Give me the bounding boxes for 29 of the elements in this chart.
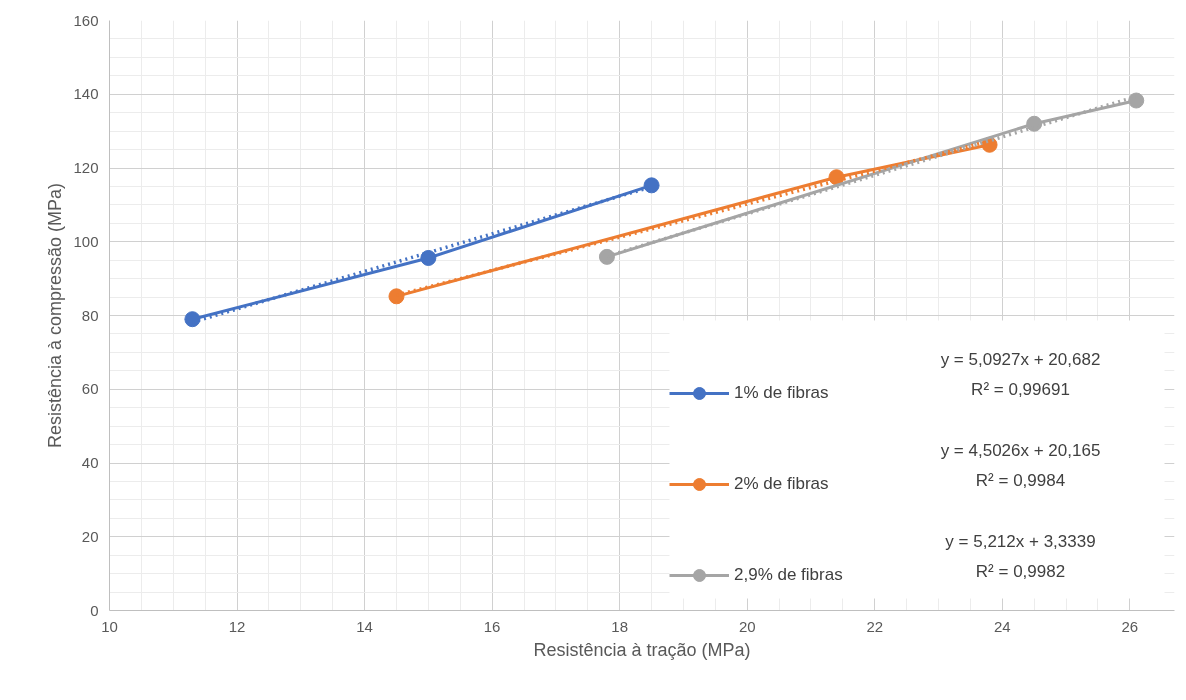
annotation: R² = 0,99691 bbox=[971, 380, 1070, 399]
x-tick-label: 22 bbox=[866, 617, 884, 635]
x-tick-label: 16 bbox=[483, 617, 501, 635]
annotation: y = 4,5026x + 20,165 bbox=[940, 441, 1101, 460]
x-tick-label: 18 bbox=[611, 617, 629, 635]
y-tick-label: 140 bbox=[73, 85, 99, 103]
y-tick-label: 120 bbox=[73, 159, 99, 176]
y-tick-label: 160 bbox=[73, 11, 99, 29]
annotation: R² = 0,9984 bbox=[975, 471, 1066, 490]
legend-label: 1% de fibras bbox=[734, 383, 829, 402]
y-axis-title: Resistência à compressão (MPa) bbox=[45, 182, 66, 449]
y-tick-label: 20 bbox=[81, 527, 99, 545]
x-tick-label: 20 bbox=[738, 617, 756, 635]
x-tick-label: 10 bbox=[101, 617, 118, 635]
y-tick-label: 80 bbox=[81, 306, 99, 324]
annotation: y = 5,212x + 3,3339 bbox=[945, 532, 1096, 551]
y-tick-label: 60 bbox=[81, 380, 99, 398]
y-tick-label: 40 bbox=[81, 454, 99, 471]
x-axis-title: Resistência à tração (MPa) bbox=[533, 639, 751, 660]
x-tick-label: 14 bbox=[356, 617, 373, 635]
x-tick-label: 26 bbox=[1121, 617, 1139, 635]
annotation: y = 5,0927x + 20,682 bbox=[940, 350, 1101, 369]
y-tick-label: 0 bbox=[90, 601, 99, 619]
legend-label: 2% de fibras bbox=[734, 474, 829, 493]
x-tick-label: 12 bbox=[228, 617, 246, 635]
annotation: R² = 0,9982 bbox=[975, 562, 1066, 581]
x-tick-label: 24 bbox=[993, 617, 1011, 635]
legend-label: 2,9% de fibras bbox=[734, 565, 843, 584]
y-tick-label: 100 bbox=[73, 232, 99, 250]
